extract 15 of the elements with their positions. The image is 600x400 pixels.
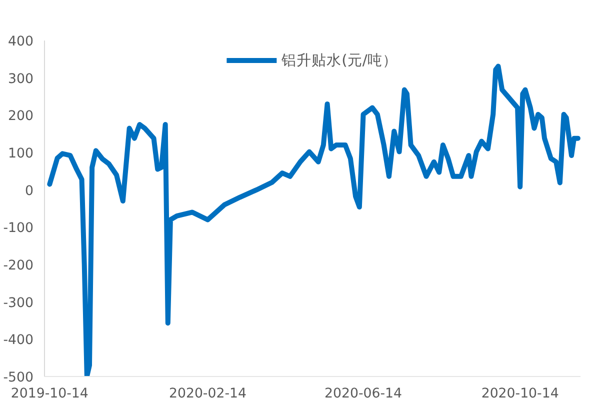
x-tick-label: 2020-10-14 xyxy=(481,386,559,400)
y-tick-label: 300 xyxy=(8,72,34,87)
legend-label: 铝升贴水(元/吨） xyxy=(282,50,398,70)
x-tick-label: 2019-10-14 xyxy=(10,386,88,400)
y-tick-label: 400 xyxy=(8,34,34,50)
y-tick-label: 0 xyxy=(25,184,34,199)
y-tick-label: -100 xyxy=(3,221,34,236)
y-tick-label: -400 xyxy=(3,333,34,348)
y-tick-label: -500 xyxy=(3,370,34,386)
y-tick-label: 200 xyxy=(8,109,34,124)
y-tick-label: -300 xyxy=(3,296,34,311)
x-tick-label: 2020-06-14 xyxy=(324,386,402,400)
y-tick-label: 100 xyxy=(8,146,34,162)
y-tick-label: -200 xyxy=(3,258,34,274)
x-tick-label: 2020-02-14 xyxy=(169,386,246,400)
